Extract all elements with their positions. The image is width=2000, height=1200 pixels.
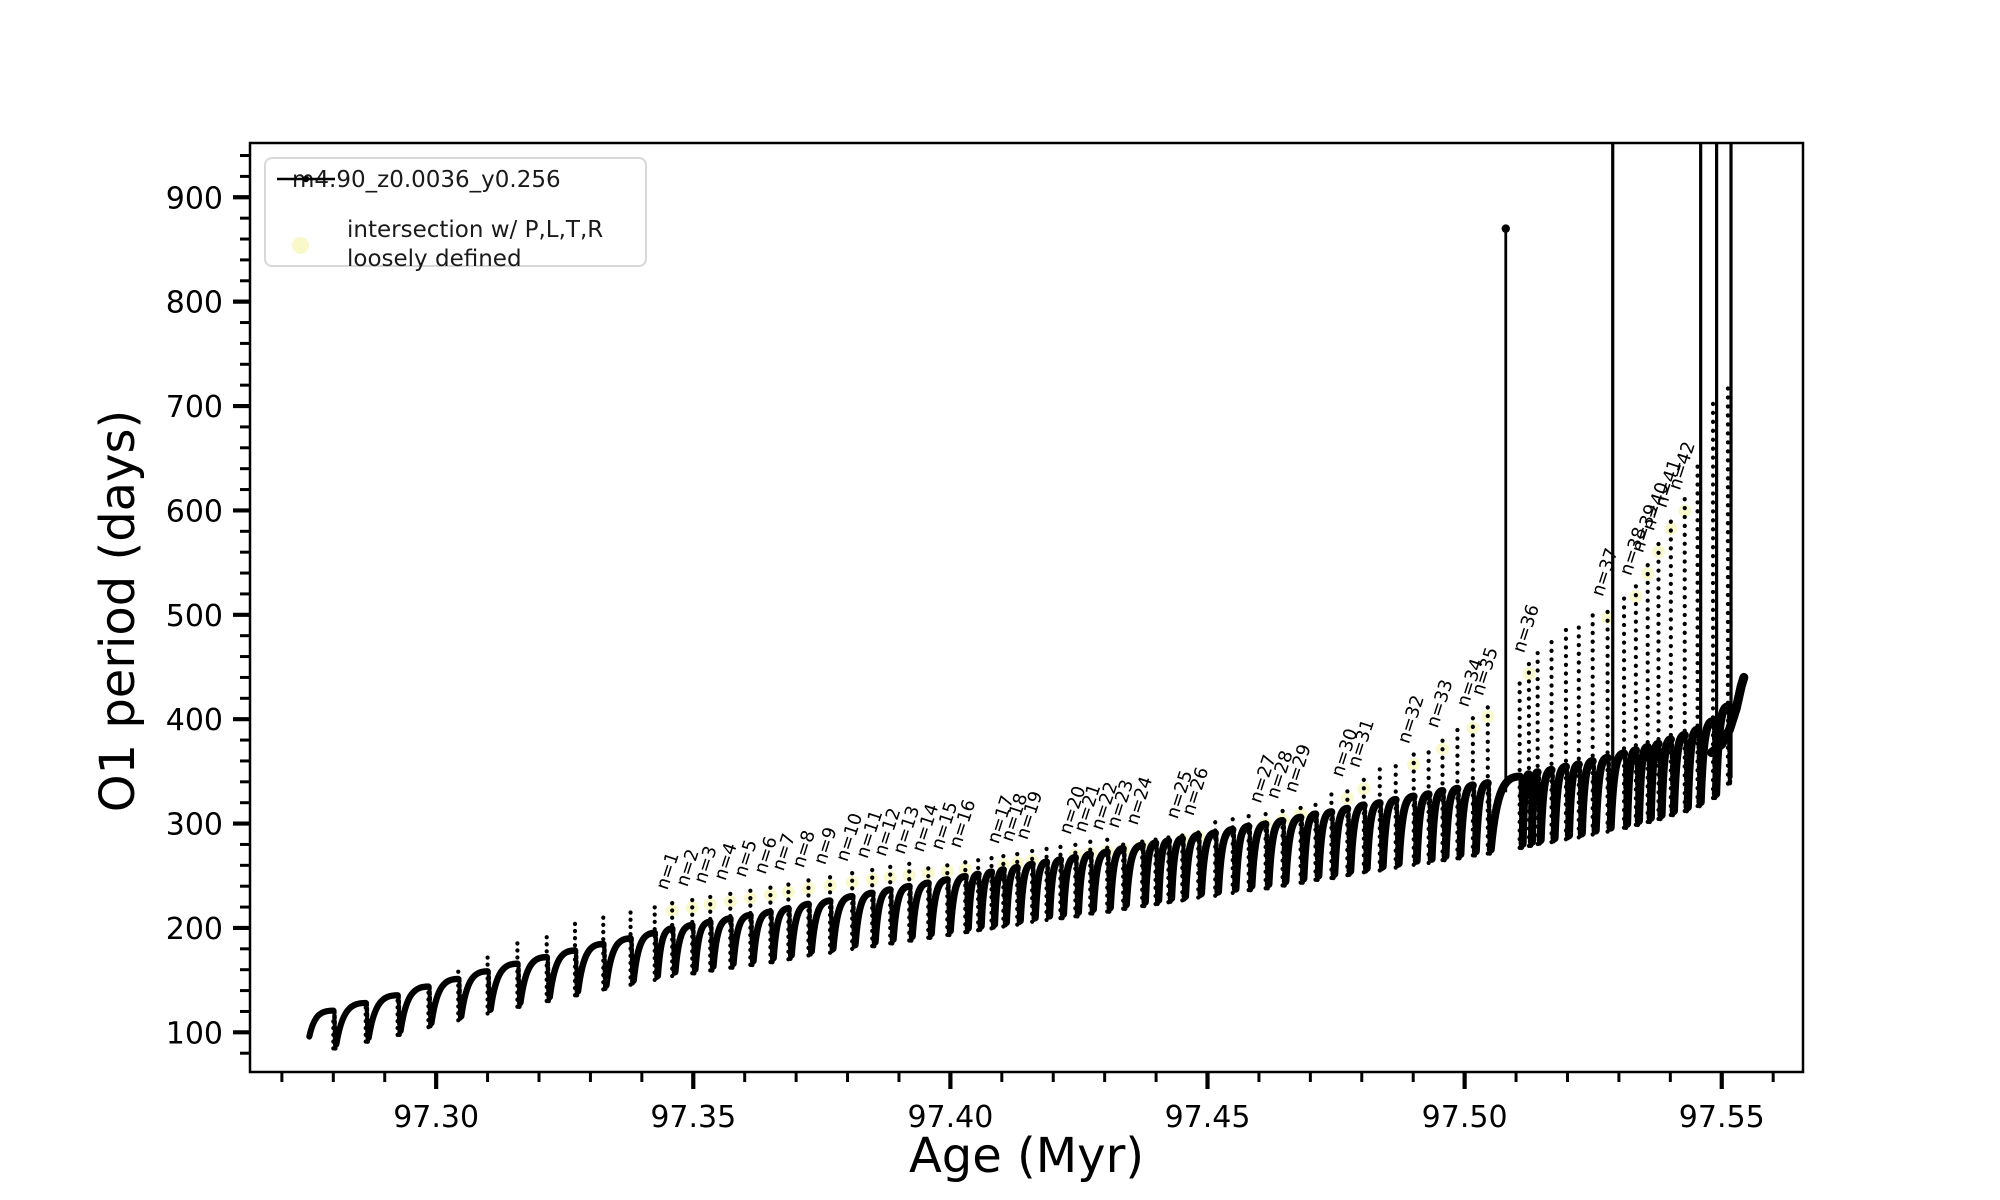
x-tick-label: 97.40: [907, 1100, 993, 1135]
pulse-fin: [1016, 860, 1036, 925]
pulse-fin: [1214, 825, 1237, 896]
pulse-fin: [769, 905, 792, 962]
pulse-fin: [787, 900, 812, 959]
pulse-fin: [546, 947, 579, 1001]
pulse-fin: [1683, 725, 1702, 812]
y-tick-label: 300: [166, 808, 223, 843]
pulse-fin: [1181, 831, 1203, 901]
pulse-fin: [1394, 792, 1418, 868]
pulse-fin: [1264, 816, 1287, 889]
pulse-fin: [1622, 746, 1640, 828]
pulse-fin: [729, 911, 754, 968]
pulse-fin: [1089, 848, 1111, 914]
x-tick-label: 97.35: [650, 1100, 736, 1135]
pulse-fin: [630, 929, 659, 985]
pulse-fin: [851, 889, 876, 949]
pulse-fin: [1074, 850, 1094, 916]
pulse-fin: [927, 876, 951, 938]
pulse-fin: [1646, 739, 1663, 823]
pulse-fin: [1536, 765, 1556, 845]
pulse-fin: [602, 935, 634, 989]
pulse-fin: [807, 897, 834, 955]
y-tick-label: 500: [166, 599, 223, 634]
legend: m4.90_z0.0036_y0.256 intersection w/ P,L…: [264, 157, 647, 272]
y-tick-label: 100: [166, 1016, 223, 1051]
pulse-fin: [1486, 772, 1524, 854]
pulse-fin: [1669, 730, 1689, 816]
pulse-fin: [709, 915, 734, 970]
intersection-marker-icon: [1678, 504, 1692, 518]
intersection-marker-icon: [883, 870, 897, 884]
pulse-fin: [1031, 858, 1051, 922]
legend-line-marker: [277, 175, 335, 183]
pulse-fin: [829, 892, 856, 953]
pulse-fin: [1550, 762, 1570, 843]
x-tick-label: 97.30: [393, 1100, 479, 1135]
legend-entry-intersection: intersection w/ P,L,T,R loosely defined: [292, 216, 603, 274]
pulse-fin: [1002, 863, 1021, 927]
y-axis-label: O1 period (days): [90, 409, 146, 813]
pulse-fin: [487, 960, 521, 1013]
pulse-fin: [889, 882, 913, 943]
x-tick-label: 97.45: [1165, 1100, 1251, 1135]
pulse-fin: [1122, 841, 1146, 909]
pulse-fin: [1141, 839, 1160, 906]
pulse-fin: [908, 879, 932, 941]
high-spike-top-dot: [1501, 224, 1510, 233]
pulse-fin: [458, 968, 491, 1020]
pulse-fin: [1362, 799, 1384, 873]
pulse-fin: [749, 908, 774, 965]
pulse-fin: [1167, 834, 1187, 903]
pulse-annotation: n=36: [1509, 602, 1544, 655]
pulse-fin: [1634, 742, 1652, 825]
legend-intersection-marker-icon: [292, 236, 309, 254]
intersection-marker-icon: [921, 866, 935, 880]
pulse-fin: [1045, 856, 1065, 920]
pulse-fin: [1197, 829, 1220, 898]
pulse-fin: [1059, 853, 1080, 918]
x-tick-label: 97.55: [1679, 1100, 1765, 1135]
pulse-fin: [946, 872, 969, 935]
pulse-fin: [1606, 749, 1629, 832]
pulse-fin: [1106, 844, 1127, 912]
y-tick-label: 400: [166, 703, 223, 738]
x-tick-label: 97.50: [1422, 1100, 1508, 1135]
pulse-fin: [871, 886, 894, 946]
x-axis-label: Age (Myr): [908, 1128, 1145, 1184]
pulse-fin: [1154, 837, 1173, 904]
pulse-fin: [671, 921, 696, 976]
y-tick-label: 700: [166, 390, 223, 425]
pulse-fin: [397, 983, 432, 1035]
pulse-fin: [654, 925, 676, 980]
pulse-fin: [977, 868, 996, 930]
legend-entry-series: m4.90_z0.0036_y0.256: [275, 167, 561, 193]
pulse-fin: [574, 940, 607, 995]
pulse-fin: [1281, 813, 1305, 886]
pulse-fin: [365, 992, 401, 1041]
y-tick-label: 900: [166, 181, 223, 216]
pulse-fin: [517, 953, 550, 1006]
legend-series-label: m4.90_z0.0036_y0.256: [292, 167, 561, 193]
pulse-fin: [428, 975, 462, 1027]
intersection-marker-icon: [902, 868, 916, 882]
pulse-fin: [1247, 820, 1270, 890]
pulse-fin: [691, 918, 714, 973]
y-tick-label: 200: [166, 912, 223, 947]
end-curve: [1706, 672, 1749, 758]
pulse-fin: [333, 999, 369, 1048]
pulse-fin: [1696, 717, 1718, 807]
legend-intersection-label: intersection w/ P,L,T,R loosely defined: [347, 217, 604, 272]
pulse-fin: [1231, 822, 1253, 893]
pulse-fin: [1591, 753, 1612, 835]
pulse-fin: [1564, 760, 1583, 840]
y-tick-label: 600: [166, 494, 223, 529]
pulse-fin: [306, 1007, 337, 1040]
pulse-fin: [1657, 735, 1675, 820]
pulse-fin: [1577, 757, 1597, 838]
axes-spines: [248, 141, 1805, 1074]
y-tick-label: 800: [166, 286, 223, 321]
intersection-marker-icon: [1601, 610, 1615, 624]
